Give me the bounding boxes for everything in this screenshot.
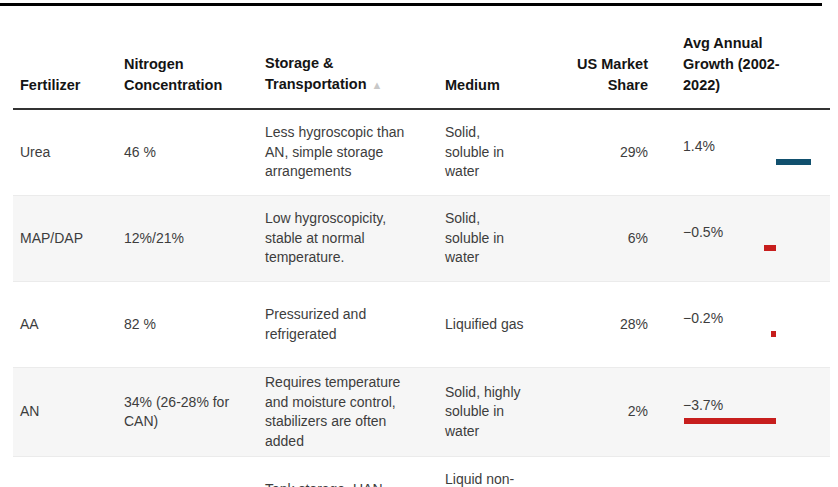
fertilizer-cell: AA: [13, 282, 124, 368]
datawrapper-table-page: Fertilizer Nitrogen Concentration Storag…: [0, 0, 838, 487]
medium-cell: Liquid non- pressure solution: [445, 457, 560, 487]
table-row-uan: UAN 28-32% Tank storage, UAN tends to cr…: [13, 457, 830, 487]
column-header-storage-transportation[interactable]: Storage & Transportation ▲: [265, 6, 445, 109]
column-header-us-market-share[interactable]: US Market Share: [560, 6, 668, 109]
growth-bar-chart: 1.4%: [683, 135, 822, 171]
market-share-cell: 29%: [560, 109, 668, 196]
storage-cell: Less hygroscopic than AN, simple storage…: [265, 109, 445, 196]
nitrogen-cell: 34% (26-28% for CAN): [124, 368, 265, 457]
table-row-an: AN 34% (26-28% for CAN) Requires tempera…: [13, 368, 830, 457]
growth-bar: [771, 331, 776, 337]
storage-cell: Low hygroscopicity, stable at normal tem…: [265, 196, 445, 282]
growth-cell: 1.4%: [668, 109, 830, 196]
market-share-cell: 28%: [560, 282, 668, 368]
table-row-aa: AA 82 % Pressurized and refrigerated Liq…: [13, 282, 830, 368]
storage-cell: Requires temperature and moisture contro…: [265, 368, 445, 457]
growth-cell: −0.5%: [668, 196, 830, 282]
fertilizer-table: Fertilizer Nitrogen Concentration Storag…: [13, 6, 830, 487]
column-header-label: Storage & Transportation: [265, 55, 367, 92]
market-share-cell: 6%: [560, 196, 668, 282]
growth-bar-chart: −0.2%: [683, 307, 822, 343]
table-row-urea: Urea 46 % Less hygroscopic than AN, simp…: [13, 109, 830, 196]
fertilizer-cell: AN: [13, 368, 124, 457]
medium-cell: Solid, soluble in water: [445, 109, 560, 196]
growth-cell: 1.1%: [668, 457, 830, 487]
column-header-fertilizer[interactable]: Fertilizer: [13, 6, 124, 109]
header-row: Fertilizer Nitrogen Concentration Storag…: [13, 6, 830, 109]
growth-bar-chart: −0.5%: [683, 221, 822, 257]
growth-bar-chart: −3.7%: [683, 394, 822, 430]
growth-value-label: −3.7%: [683, 396, 723, 416]
nitrogen-cell: 82 %: [124, 282, 265, 368]
growth-value-label: −0.2%: [683, 309, 723, 329]
growth-bar: [684, 418, 777, 424]
market-share-cell: 31%: [560, 457, 668, 487]
medium-cell: Solid, soluble in water: [445, 196, 560, 282]
growth-bar: [764, 245, 777, 251]
growth-cell: −0.2%: [668, 282, 830, 368]
column-header-nitrogen-concentration[interactable]: Nitrogen Concentration: [124, 6, 265, 109]
storage-cell: Tank storage, UAN tends to crystallize: [265, 457, 445, 487]
nitrogen-cell: 46 %: [124, 109, 265, 196]
nitrogen-cell: 12%/21%: [124, 196, 265, 282]
fertilizer-cell: Urea: [13, 109, 124, 196]
column-header-avg-annual-growth[interactable]: Avg Annual Growth (2002- 2022): [668, 6, 830, 109]
fertilizer-cell: UAN: [13, 457, 124, 487]
growth-cell: −3.7%: [668, 368, 830, 457]
sort-ascending-icon[interactable]: ▲: [372, 79, 383, 91]
growth-value-label: 1.1%: [683, 484, 715, 487]
column-header-medium[interactable]: Medium: [445, 6, 560, 109]
growth-bar-chart: 1.1%: [683, 482, 822, 487]
growth-value-label: −0.5%: [683, 223, 723, 243]
market-share-cell: 2%: [560, 368, 668, 457]
storage-cell: Pressurized and refrigerated: [265, 282, 445, 368]
medium-cell: Solid, highly soluble in water: [445, 368, 560, 457]
table-row-map-dap: MAP/DAP 12%/21% Low hygroscopicity, stab…: [13, 196, 830, 282]
nitrogen-cell: 28-32%: [124, 457, 265, 487]
growth-bar: [776, 159, 811, 165]
growth-value-label: 1.4%: [683, 137, 715, 157]
medium-cell: Liquified gas: [445, 282, 560, 368]
fertilizer-cell: MAP/DAP: [13, 196, 124, 282]
